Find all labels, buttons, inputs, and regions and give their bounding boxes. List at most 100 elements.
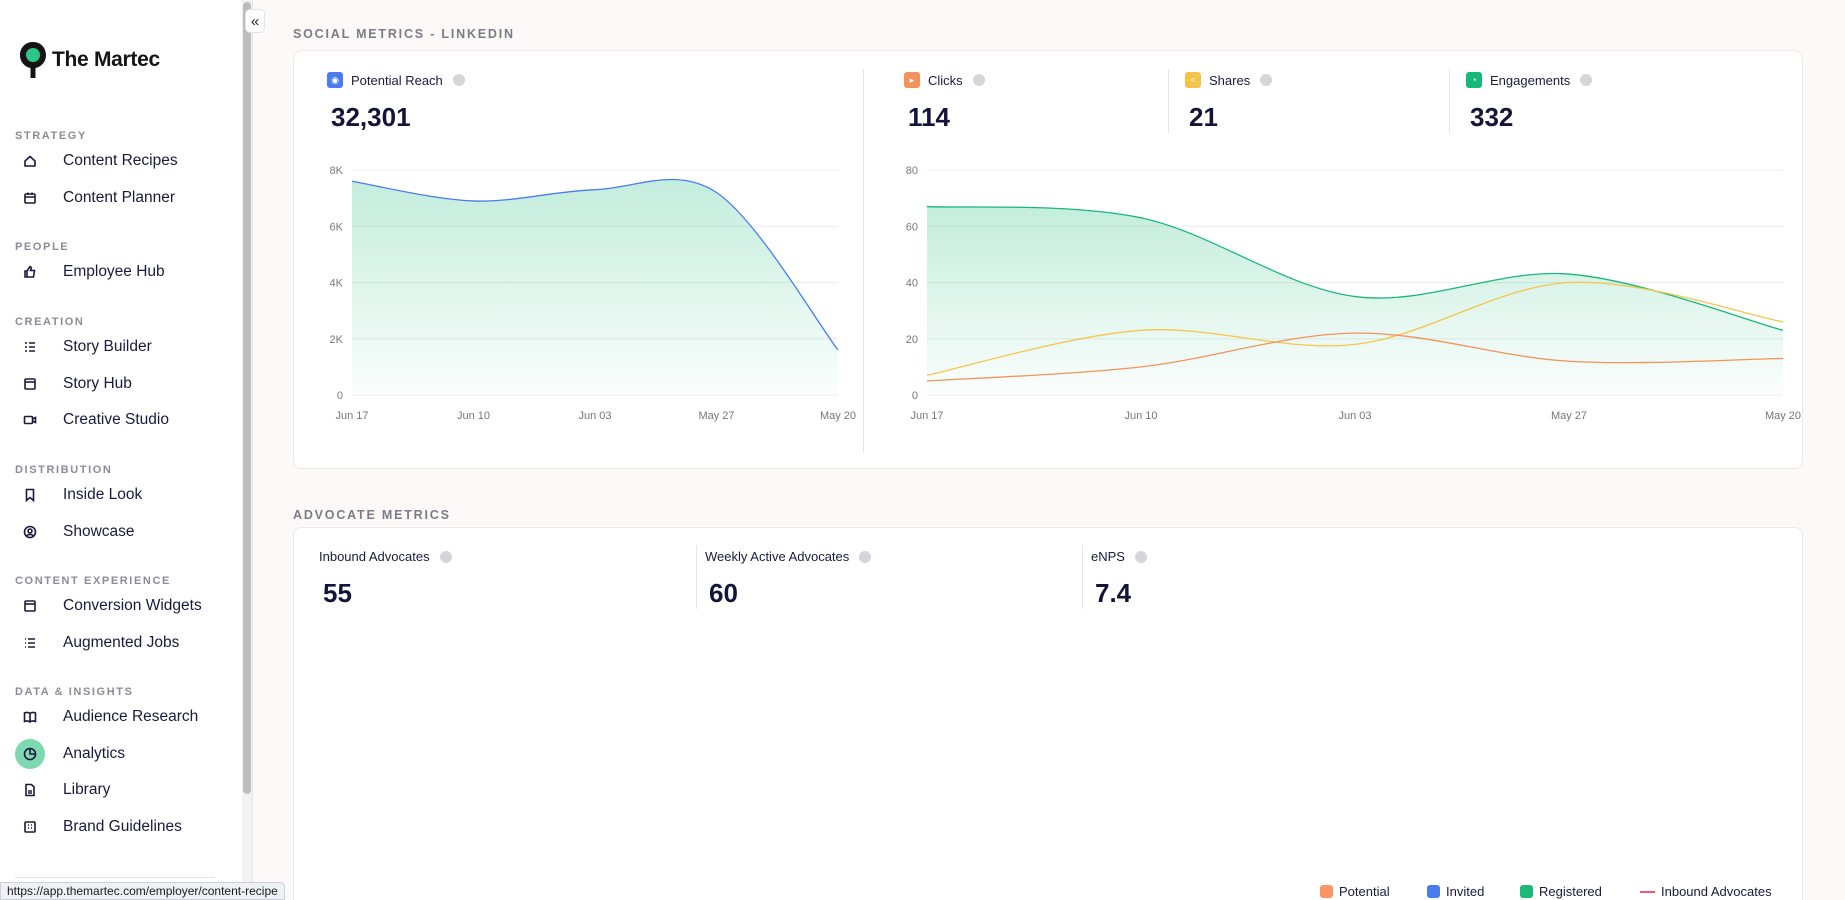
sidebar: The Martec STRATEGY Content Recipes Conten… xyxy=(0,0,242,900)
sidebar-item-label: Augmented Jobs xyxy=(63,633,180,651)
weekly-active-advocates-metric: Weekly Active Advocates 60 xyxy=(705,549,872,609)
sidebar-item-brand-guidelines[interactable]: Brand Guidelines xyxy=(15,811,225,843)
sidebar-item-augmented-jobs[interactable]: Augmented Jobs xyxy=(15,627,225,659)
sidebar-item-content-recipes[interactable]: Content Recipes xyxy=(15,145,225,177)
legend-swatch xyxy=(1520,885,1533,898)
metric-label: Engagements xyxy=(1490,72,1571,88)
metric-value: 332 xyxy=(1470,102,1514,132)
x-tick-label: Jun 17 xyxy=(335,410,368,422)
clicks-metric: ▸ Clicks 114 xyxy=(904,72,985,133)
sidebar-item-employee-hub[interactable]: Employee Hub xyxy=(15,256,225,288)
shares-metric: < Shares 21 xyxy=(1185,72,1273,133)
brand-name: The Martec xyxy=(52,48,160,71)
metric-divider xyxy=(696,545,697,609)
sidebar-item-label: Analytics xyxy=(63,744,126,762)
sidebar-item-label: Content Planner xyxy=(63,188,176,206)
legend-item-inbound-advocates[interactable]: Inbound Advocates xyxy=(1640,884,1772,899)
metric-label: Clicks xyxy=(928,72,963,88)
brand-pin-icon xyxy=(20,42,46,78)
series-line-potential-reach xyxy=(351,178,839,351)
section-label: CONTENT EXPERIENCE xyxy=(15,575,171,587)
info-icon[interactable] xyxy=(1134,550,1147,563)
info-icon[interactable] xyxy=(1260,74,1273,86)
sidebar-item-label: Employee Hub xyxy=(63,263,165,280)
series-line-clicks xyxy=(926,332,1784,382)
sidebar-item-analytics[interactable]: Analytics xyxy=(15,738,225,770)
y-tick-label: 20 xyxy=(906,334,918,346)
section-label: PEOPLE xyxy=(15,241,70,253)
sidebar-scrollbar-thumb[interactable] xyxy=(243,2,251,794)
info-icon[interactable] xyxy=(972,74,985,86)
sidebar-item-label: Showcase xyxy=(63,522,135,540)
sidebar-item-label: Content Recipes xyxy=(63,152,178,169)
home-icon xyxy=(15,146,45,176)
section-label: DATA & INSIGHTS xyxy=(15,686,134,698)
sidebar-item-label: Conversion Widgets xyxy=(63,597,202,614)
sidebar-item-creative-studio[interactable]: Creative Studio xyxy=(15,404,225,436)
card-divider xyxy=(863,69,864,452)
sidebar-item-label: Audience Research xyxy=(63,708,199,725)
sidebar-item-audience-research[interactable]: Audience Research xyxy=(15,701,225,733)
potential-reach-metric: ◉ Potential Reach 32,301 xyxy=(327,72,465,133)
cursor-icon: ▸ xyxy=(904,72,920,88)
legend-label: Registered xyxy=(1539,884,1602,899)
legend-item-potential[interactable]: Potential xyxy=(1320,884,1390,899)
sidebar-item-library[interactable]: Library xyxy=(15,774,225,806)
x-tick-label: May 20 xyxy=(1765,410,1801,422)
bookmark-icon xyxy=(15,480,45,510)
x-tick-label: Jun 03 xyxy=(578,410,611,422)
social-metrics-title: SOCIAL METRICS - LINKEDIN xyxy=(293,27,515,41)
y-tick-label: 0 xyxy=(337,390,343,402)
eye-icon: ◉ xyxy=(327,72,343,88)
x-tick-label: May 27 xyxy=(698,410,734,422)
brand-logo[interactable]: The Martec xyxy=(18,40,160,80)
x-tick-label: Jun 10 xyxy=(457,410,490,422)
sidebar-item-story-builder[interactable]: Story Builder xyxy=(15,331,225,363)
thumbs-up-icon xyxy=(15,257,45,287)
sidebar-item-conversion-widgets[interactable]: Conversion Widgets xyxy=(15,590,225,622)
metric-value: 7.4 xyxy=(1095,578,1132,608)
collapse-sidebar-button[interactable]: « xyxy=(245,9,265,33)
series-line-shares xyxy=(926,281,1784,376)
metric-value: 32,301 xyxy=(331,102,411,132)
sidebar-item-story-hub[interactable]: Story Hub xyxy=(15,368,225,400)
sidebar-item-inside-look[interactable]: Inside Look xyxy=(15,479,225,511)
pie-chart-icon xyxy=(15,738,45,769)
list-bullets-icon xyxy=(15,332,45,362)
file-icon xyxy=(15,775,45,805)
metric-value: 55 xyxy=(323,578,352,608)
y-tick-label: 80 xyxy=(906,165,918,177)
layout-icon xyxy=(15,369,45,399)
metric-divider xyxy=(1449,69,1450,133)
series-area xyxy=(927,206,1783,395)
metric-label: Weekly Active Advocates xyxy=(705,549,850,564)
y-tick-label: 8K xyxy=(330,165,344,177)
legend-item-registered[interactable]: Registered xyxy=(1520,884,1602,899)
sidebar-item-content-planner[interactable]: Content Planner xyxy=(15,182,225,214)
status-bar-url: https://app.themartec.com/employer/conte… xyxy=(0,882,285,900)
info-icon[interactable] xyxy=(1580,74,1593,86)
advocate-metrics-card: Inbound Advocates 55 Weekly Active Advoc… xyxy=(293,527,1803,900)
info-icon[interactable] xyxy=(859,550,872,563)
info-icon[interactable] xyxy=(452,74,465,86)
book-icon xyxy=(15,702,45,732)
sidebar-item-showcase[interactable]: Showcase xyxy=(15,516,225,548)
sidebar-divider xyxy=(15,877,215,878)
section-label: CREATION xyxy=(15,316,85,328)
info-icon[interactable] xyxy=(439,550,452,563)
y-tick-label: 60 xyxy=(906,221,918,233)
list-icon xyxy=(15,628,45,658)
sidebar-item-label: Story Builder xyxy=(63,338,152,355)
y-tick-label: 40 xyxy=(906,278,918,290)
engagements-metric: ◔ Engagements 332 xyxy=(1466,72,1593,133)
metric-value: 60 xyxy=(709,578,738,608)
sidebar-item-label: Story Hub xyxy=(63,374,132,392)
user-circle-icon xyxy=(15,517,45,547)
legend-label: Invited xyxy=(1446,884,1485,899)
metric-label: Shares xyxy=(1209,72,1251,88)
building-icon xyxy=(15,812,45,842)
legend-label: Inbound Advocates xyxy=(1661,884,1772,899)
share-icon: < xyxy=(1185,72,1201,88)
legend-item-invited[interactable]: Invited xyxy=(1427,884,1484,899)
video-icon xyxy=(15,405,45,435)
